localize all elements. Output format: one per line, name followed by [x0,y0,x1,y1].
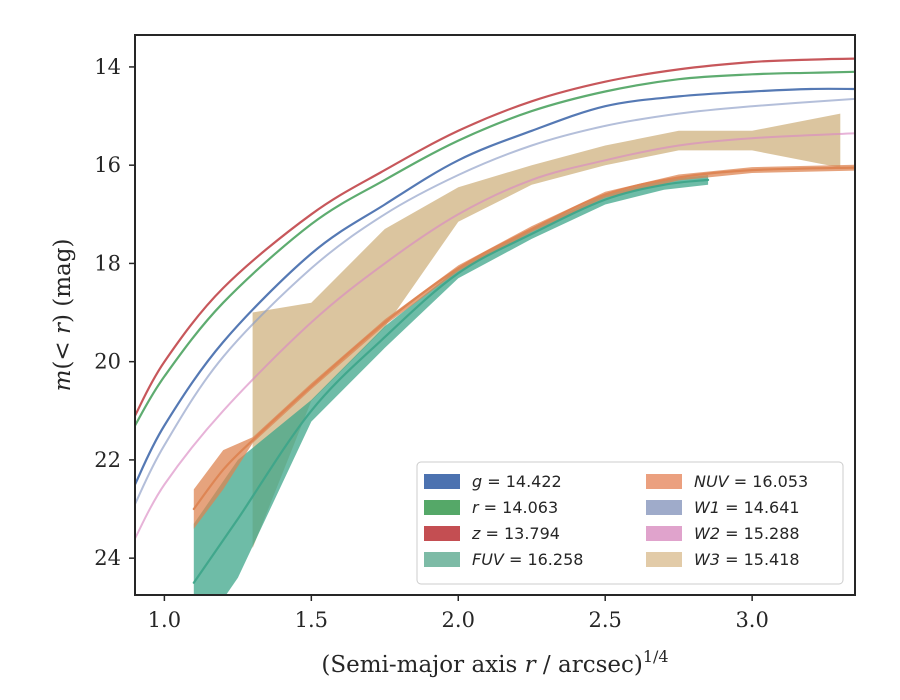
fuv-band [193,175,709,595]
x-axis-label-text: (Semi-major axis [321,652,524,678]
legend-swatch-w3 [646,552,682,567]
series-line-w1 [135,97,855,506]
legend-swatch-z [424,526,460,541]
x-axis-label: (Semi-major axis r / arcsec)1/4 [321,647,668,678]
x-tick-label: 2.5 [589,608,622,632]
legend-label-fuv: FUV = 16.258 [472,550,583,569]
y-axis-label: m(< r) (mag) [50,239,76,392]
legend-items: g = 14.422 r = 14.063 z = 13.794 FUV = 16.2… [424,472,808,569]
y-axis: 14 16 18 20 22 24 [94,55,135,570]
series-line-g [135,87,855,486]
y-tick-label: 16 [94,153,121,177]
legend-swatch-w2 [646,526,682,541]
legend-label-z: z = 13.794 [471,524,560,543]
x-tick-label: 1.5 [295,608,328,632]
series-line-nuv [192,166,855,511]
legend-swatch-nuv [646,474,682,489]
x-tick-label: 2.0 [442,608,475,632]
series-line-fuv [192,178,710,584]
x-axis-label-text2: / arcsec) [536,652,643,678]
legend: g = 14.422 r = 14.063 z = 13.794 FUV = 16.2… [416,461,844,585]
x-tick-label: 1.0 [148,608,181,632]
plot-frame [134,34,856,596]
legend-swatch-r [424,500,460,515]
legend-swatch-g [424,474,460,489]
w3-band [252,113,841,549]
y-tick-label: 20 [94,350,121,374]
y-tick-label: 14 [94,55,121,79]
x-axis: 1.0 1.5 2.0 2.5 3.0 [148,595,769,632]
y-axis-label-r: r [50,321,76,334]
series-line-w2 [135,132,855,540]
y-tick-label: 22 [94,448,121,472]
x-axis-label-sup: 1/4 [643,647,669,666]
legend-swatch-w1 [646,500,682,515]
legend-label-w3: W3 = 15.418 [694,550,800,569]
y-tick-label: 18 [94,251,121,275]
legend-label-r: r = 14.063 [472,498,558,517]
x-axis-label-var: r [525,652,538,678]
y-tick-label: 24 [94,546,121,570]
legend-label-w2: W2 = 15.288 [694,524,800,543]
legend-label-g: g = 14.422 [472,472,562,491]
series-line-z [135,57,855,417]
legend-box [416,461,844,585]
y-axis-label-m: m [50,370,76,392]
legend-label-w1: W1 = 14.641 [694,498,800,517]
x-tick-label: 3.0 [735,608,768,632]
legend-label-nuv: NUV = 16.053 [694,472,808,491]
legend-swatch-fuv [424,552,460,567]
y-axis-label-paren: (< [50,334,76,370]
y-axis-label-close: ) (mag) [50,239,76,323]
series-line-r [135,70,855,427]
plot-area [135,57,855,595]
